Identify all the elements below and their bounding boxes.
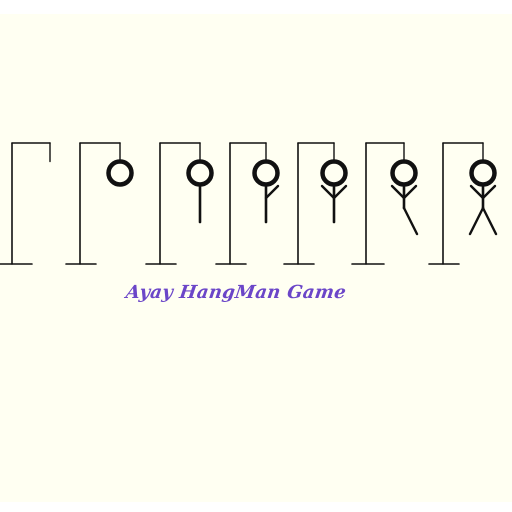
- hangman-head: [186, 159, 214, 187]
- hangman-right-arm: [332, 184, 348, 200]
- hangman-head: [390, 159, 418, 187]
- gallows-stage-4: [283, 142, 348, 265]
- gallows-stage-1: [65, 142, 134, 265]
- canvas-background: [0, 14, 512, 502]
- gallows-stage-2: [145, 142, 214, 265]
- game-canvas: [0, 14, 512, 502]
- game-title: Ayay HangMan Game: [124, 282, 348, 303]
- hangman-right-arm: [481, 184, 497, 200]
- hangman-head: [252, 159, 280, 187]
- gallows-stage-6: [428, 142, 498, 265]
- hangman-right-arm: [402, 184, 418, 200]
- hangman-left-arm: [320, 184, 336, 200]
- gallows-stage-3: [215, 142, 280, 265]
- hangman-right-arm: [264, 184, 280, 200]
- gallows-stage-0: [0, 142, 51, 265]
- hangman-right-leg: [402, 206, 419, 236]
- hangman-left-arm: [469, 184, 485, 200]
- hangman-left-leg: [468, 206, 485, 236]
- hangman-head: [106, 159, 134, 187]
- gallows-stage-5: [351, 142, 419, 265]
- hangman-left-arm: [390, 184, 406, 200]
- hangman-head: [320, 159, 348, 187]
- hangman-right-leg: [481, 206, 498, 236]
- hangman-head: [469, 159, 497, 187]
